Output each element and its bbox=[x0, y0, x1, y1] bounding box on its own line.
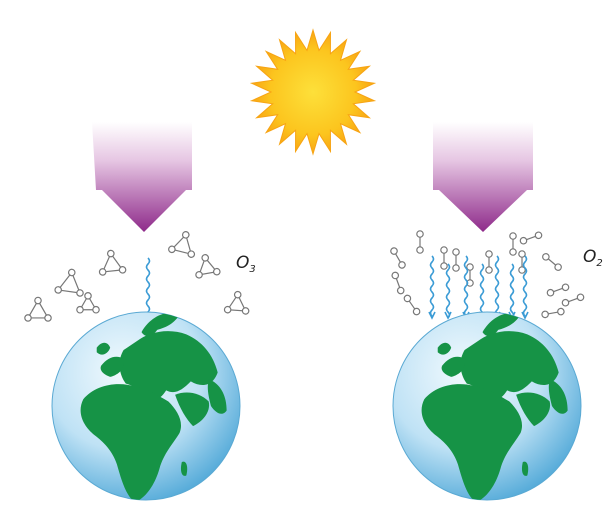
oxygen-molecule-icon bbox=[466, 263, 474, 287]
ozone-molecule-icon bbox=[168, 231, 196, 258]
ozone-molecule-icon bbox=[195, 254, 221, 279]
oxygen-molecule-icon bbox=[546, 283, 570, 297]
uv-wave-icon bbox=[144, 257, 152, 320]
oxygen-molecule-icon bbox=[509, 232, 517, 256]
earth-globe-icon bbox=[392, 311, 582, 501]
oxygen-molecule-icon bbox=[440, 246, 448, 270]
uv-arrow-icon bbox=[433, 122, 533, 232]
oxygen-molecule-icon bbox=[518, 250, 526, 274]
oxygen-molecule-icon bbox=[485, 250, 493, 274]
ozone-molecule-icon bbox=[223, 290, 250, 315]
uv-arrow-icon bbox=[92, 122, 192, 232]
ozone-molecule-icon bbox=[76, 292, 100, 314]
oxygen-molecule-icon bbox=[542, 253, 562, 271]
ozone-layer bbox=[24, 231, 250, 322]
uv-wave-icon bbox=[428, 255, 529, 320]
oxygen-molecule-icon bbox=[390, 247, 406, 269]
oxygen-molecule-icon bbox=[391, 271, 405, 295]
earth-globe-icon bbox=[51, 311, 241, 501]
ozone-molecule-icon bbox=[24, 296, 52, 322]
oxygen-molecule-icon bbox=[416, 230, 424, 254]
ozone-label: O3 bbox=[236, 253, 256, 275]
sun-icon bbox=[249, 28, 377, 156]
oxygen-layer bbox=[390, 230, 585, 319]
oxygen-molecule-icon bbox=[519, 231, 543, 245]
oxygen-molecule-icon bbox=[403, 294, 421, 316]
oxygen-label: O2 bbox=[583, 247, 603, 269]
oxygen-molecule-icon bbox=[541, 307, 565, 319]
ozone-molecule-icon bbox=[54, 268, 84, 297]
oxygen-molecule-icon bbox=[452, 248, 460, 272]
ozone-molecule-icon bbox=[98, 249, 127, 276]
oxygen-molecule-icon bbox=[561, 293, 585, 307]
